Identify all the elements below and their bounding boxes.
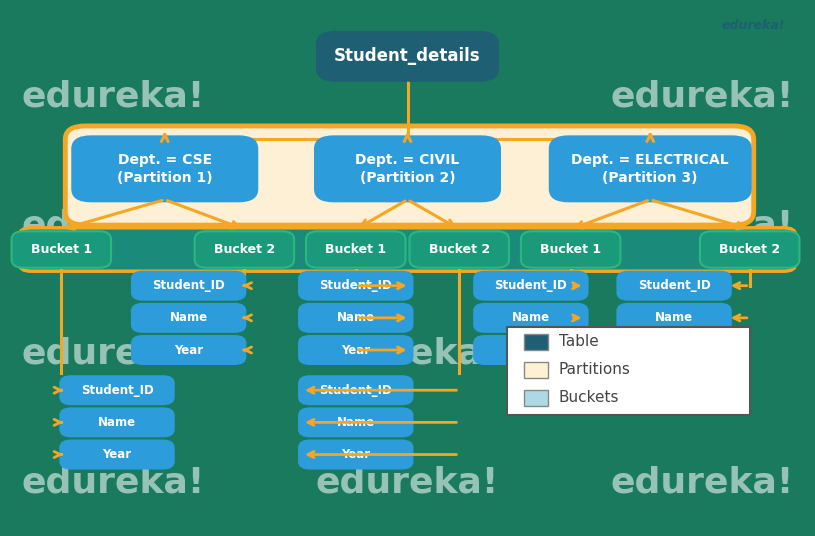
- Text: Student_details: Student_details: [334, 47, 481, 65]
- Text: edureka!: edureka!: [610, 208, 794, 242]
- Text: edureka!: edureka!: [316, 465, 500, 500]
- Text: Student_ID: Student_ID: [319, 384, 392, 397]
- Text: Name: Name: [337, 311, 375, 324]
- Text: Bucket 2: Bucket 2: [214, 243, 275, 256]
- Text: Name: Name: [170, 311, 208, 324]
- Text: Partitions: Partitions: [559, 362, 631, 377]
- Text: Student_ID: Student_ID: [81, 384, 153, 397]
- Text: Bucket 1: Bucket 1: [540, 243, 601, 256]
- Text: edureka!: edureka!: [316, 337, 500, 371]
- Text: Student_ID: Student_ID: [495, 279, 567, 292]
- Text: Name: Name: [98, 416, 136, 429]
- Text: Dept. = CSE
(Partition 1): Dept. = CSE (Partition 1): [117, 153, 213, 185]
- FancyBboxPatch shape: [298, 375, 413, 405]
- Text: Student_ID: Student_ID: [319, 279, 392, 292]
- FancyBboxPatch shape: [524, 334, 548, 350]
- FancyBboxPatch shape: [700, 232, 800, 268]
- Text: edureka!: edureka!: [722, 19, 786, 32]
- Text: edureka!: edureka!: [610, 465, 794, 500]
- Text: Table: Table: [559, 334, 598, 349]
- Text: Buckets: Buckets: [559, 390, 619, 405]
- Text: Year: Year: [659, 344, 689, 356]
- FancyBboxPatch shape: [65, 126, 754, 225]
- Text: Bucket 2: Bucket 2: [429, 243, 490, 256]
- FancyBboxPatch shape: [59, 375, 174, 405]
- FancyBboxPatch shape: [298, 440, 413, 470]
- FancyBboxPatch shape: [298, 335, 413, 365]
- Text: Name: Name: [655, 311, 694, 324]
- FancyBboxPatch shape: [19, 228, 796, 271]
- FancyBboxPatch shape: [616, 271, 732, 301]
- Text: Year: Year: [341, 344, 370, 356]
- Text: Bucket 1: Bucket 1: [325, 243, 386, 256]
- FancyBboxPatch shape: [314, 135, 501, 202]
- Text: Dept. = ELECTRICAL
(Partition 3): Dept. = ELECTRICAL (Partition 3): [571, 153, 729, 185]
- FancyBboxPatch shape: [131, 303, 246, 333]
- Text: Year: Year: [103, 448, 131, 461]
- FancyBboxPatch shape: [524, 390, 548, 406]
- FancyBboxPatch shape: [59, 440, 174, 470]
- FancyBboxPatch shape: [298, 271, 413, 301]
- Text: Name: Name: [512, 311, 550, 324]
- FancyBboxPatch shape: [131, 335, 246, 365]
- FancyBboxPatch shape: [298, 407, 413, 437]
- Text: Year: Year: [516, 344, 545, 356]
- FancyBboxPatch shape: [474, 335, 588, 365]
- FancyBboxPatch shape: [616, 335, 732, 365]
- Text: Year: Year: [174, 344, 203, 356]
- Text: Name: Name: [337, 416, 375, 429]
- FancyBboxPatch shape: [298, 303, 413, 333]
- Text: Student_ID: Student_ID: [637, 279, 711, 292]
- FancyBboxPatch shape: [409, 232, 509, 268]
- Text: edureka!: edureka!: [610, 79, 794, 114]
- Text: Student_ID: Student_ID: [152, 279, 225, 292]
- Text: Bucket 2: Bucket 2: [719, 243, 780, 256]
- FancyBboxPatch shape: [195, 232, 294, 268]
- Text: Dept. = CIVIL
(Partition 2): Dept. = CIVIL (Partition 2): [355, 153, 460, 185]
- FancyBboxPatch shape: [548, 135, 751, 202]
- FancyBboxPatch shape: [474, 303, 588, 333]
- Text: Bucket 1: Bucket 1: [31, 243, 92, 256]
- Text: edureka!: edureka!: [21, 337, 205, 371]
- FancyBboxPatch shape: [131, 271, 246, 301]
- Text: edureka!: edureka!: [21, 208, 205, 242]
- FancyBboxPatch shape: [59, 407, 174, 437]
- FancyBboxPatch shape: [11, 232, 111, 268]
- FancyBboxPatch shape: [316, 31, 499, 82]
- FancyBboxPatch shape: [507, 327, 750, 415]
- FancyBboxPatch shape: [71, 135, 258, 202]
- Text: Year: Year: [341, 448, 370, 461]
- FancyBboxPatch shape: [306, 232, 406, 268]
- FancyBboxPatch shape: [616, 303, 732, 333]
- Text: edureka!: edureka!: [21, 79, 205, 114]
- FancyBboxPatch shape: [524, 362, 548, 378]
- FancyBboxPatch shape: [474, 271, 588, 301]
- Text: edureka!: edureka!: [21, 465, 205, 500]
- FancyBboxPatch shape: [521, 232, 620, 268]
